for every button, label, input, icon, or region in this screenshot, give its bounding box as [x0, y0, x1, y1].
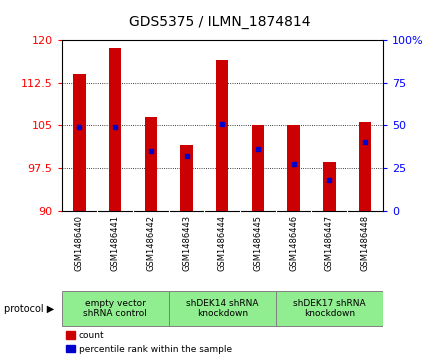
Bar [323, 162, 336, 211]
Text: GSM1486441: GSM1486441 [110, 215, 120, 270]
Bar [252, 125, 264, 211]
Text: GSM1486446: GSM1486446 [289, 215, 298, 271]
Bar [109, 48, 121, 211]
Text: GDS5375 / ILMN_1874814: GDS5375 / ILMN_1874814 [129, 15, 311, 29]
Text: GSM1486444: GSM1486444 [218, 215, 227, 270]
Bar [216, 60, 228, 211]
Text: GSM1486448: GSM1486448 [360, 215, 370, 271]
Text: shDEK14 shRNA
knockdown: shDEK14 shRNA knockdown [186, 299, 258, 318]
FancyBboxPatch shape [62, 291, 169, 326]
Bar [180, 145, 193, 211]
FancyBboxPatch shape [276, 291, 383, 326]
Text: GSM1486440: GSM1486440 [75, 215, 84, 270]
Text: protocol ▶: protocol ▶ [4, 303, 55, 314]
Text: empty vector
shRNA control: empty vector shRNA control [83, 299, 147, 318]
Text: shDEK17 shRNA
knockdown: shDEK17 shRNA knockdown [293, 299, 366, 318]
FancyBboxPatch shape [169, 291, 276, 326]
Text: GSM1486447: GSM1486447 [325, 215, 334, 271]
Bar [359, 122, 371, 211]
Text: GSM1486445: GSM1486445 [253, 215, 262, 270]
Bar [287, 125, 300, 211]
Bar [145, 117, 157, 211]
Bar [73, 74, 86, 211]
Text: GSM1486442: GSM1486442 [147, 215, 155, 270]
Legend: count, percentile rank within the sample: count, percentile rank within the sample [66, 331, 232, 354]
Text: GSM1486443: GSM1486443 [182, 215, 191, 271]
